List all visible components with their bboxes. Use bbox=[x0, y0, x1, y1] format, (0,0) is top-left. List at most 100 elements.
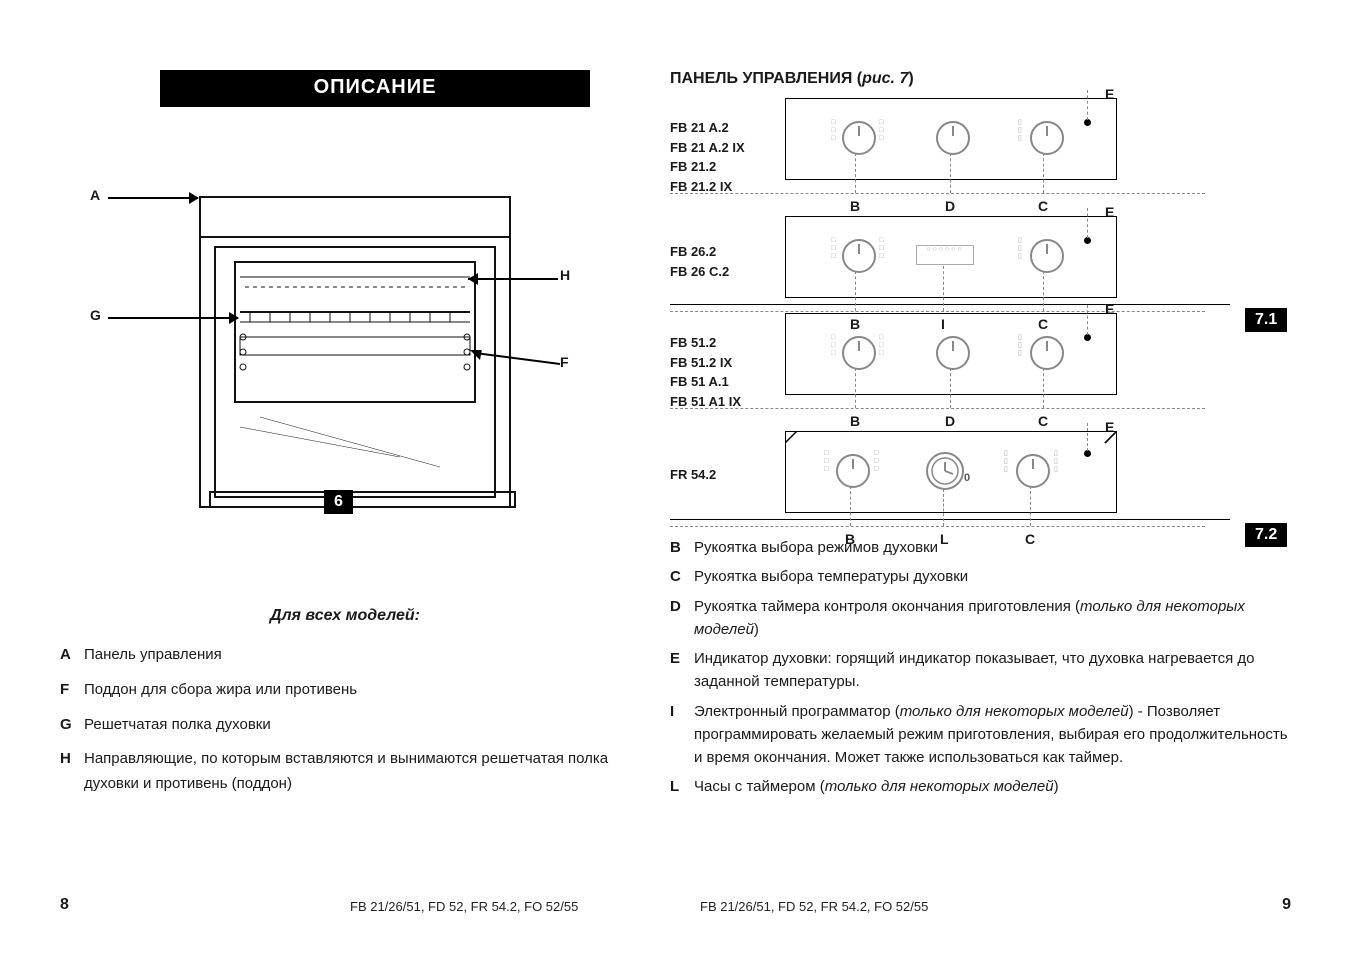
arrow-h bbox=[468, 272, 563, 286]
knob-c-icon bbox=[1030, 121, 1064, 155]
axis-c: C bbox=[1038, 413, 1048, 429]
axis-b: B bbox=[850, 198, 860, 214]
list-label: C bbox=[670, 565, 694, 588]
list-item: LЧасы с таймером (только для некоторых м… bbox=[670, 775, 1291, 798]
list-text: Направляющие, по которым вставляются и в… bbox=[84, 747, 630, 797]
page-number-left: 8 bbox=[60, 896, 69, 914]
programmer-icon: ○○○○○○ bbox=[916, 245, 974, 265]
panel-header-ref: рис. 7 bbox=[862, 70, 908, 87]
model-name: FB 21.2 bbox=[670, 157, 785, 177]
axis-c: C bbox=[1038, 198, 1048, 214]
list-text: Часы с таймером (только для некоторых мо… bbox=[694, 775, 1059, 798]
model-name: FB 26 C.2 bbox=[670, 262, 785, 282]
figure-7-2-label: 7.2 bbox=[1245, 523, 1287, 547]
axis-b: B bbox=[845, 531, 855, 547]
list-label: E bbox=[670, 647, 694, 694]
divider bbox=[670, 519, 1230, 520]
model-names: FR 54.2 bbox=[670, 431, 785, 485]
panel-header-text: ПАНЕЛЬ УПРАВЛЕНИЯ ( bbox=[670, 70, 862, 87]
header-bar: ОПИСАНИЕ bbox=[160, 70, 590, 107]
knob-d-icon bbox=[936, 121, 970, 155]
footer-text-left: FB 21/26/51, FD 52, FR 54.2, FO 52/55 bbox=[350, 899, 578, 914]
knob-c-icon bbox=[1030, 239, 1064, 273]
model-name: FR 54.2 bbox=[670, 465, 785, 485]
panel-wrap: E □□□ □□□ ▯▯▯ B D C bbox=[785, 98, 1205, 180]
dash-line bbox=[670, 193, 1205, 194]
arrow-a bbox=[108, 197, 198, 199]
knob-b-icon bbox=[842, 121, 876, 155]
indicator-e-icon bbox=[1084, 334, 1091, 341]
list-item: DРукоятка таймера контроля окончания при… bbox=[670, 595, 1291, 642]
list-label: L bbox=[670, 775, 694, 798]
axis-d: D bbox=[945, 198, 955, 214]
list-item: CРукоятка выбора температуры духовки bbox=[670, 565, 1291, 588]
list-text: Электронный программатор (только для нек… bbox=[694, 700, 1291, 770]
list-label: H bbox=[60, 747, 84, 797]
divider bbox=[670, 304, 1230, 305]
knob-b-icon bbox=[836, 454, 870, 488]
model-name: FB 51.2 bbox=[670, 333, 785, 353]
oven-label-g: G bbox=[90, 307, 101, 323]
list-label: D bbox=[670, 595, 694, 642]
list-text: Решетчатая полка духовки bbox=[84, 713, 271, 738]
model-name: FB 51.2 IX bbox=[670, 353, 785, 373]
right-column: ПАНЕЛЬ УПРАВЛЕНИЯ (рис. 7) FB 21 A.2 FB … bbox=[630, 70, 1291, 914]
panel-wrap: E □□□ □□□ ▯▯▯ B D C bbox=[785, 313, 1205, 395]
arrow-f bbox=[470, 350, 565, 374]
model-name: FB 21 A.2 bbox=[670, 118, 785, 138]
left-column: ОПИСАНИЕ bbox=[60, 70, 630, 914]
list-label: A bbox=[60, 643, 84, 668]
list-text: Поддон для сбора жира или противень bbox=[84, 678, 357, 703]
knob-b-icon bbox=[842, 239, 876, 273]
model-name: FB 51 A.1 bbox=[670, 372, 785, 392]
model-names: FB 26.2 FB 26 C.2 bbox=[670, 216, 785, 281]
list-text: Индикатор духовки: горящий индикатор пок… bbox=[694, 647, 1291, 694]
knob-d-icon bbox=[936, 336, 970, 370]
control-panel-box: □□□ □□□ 0 ▯▯▯ ▯▯▯ bbox=[785, 431, 1117, 513]
list-text: Рукоятка таймера контроля окончания приг… bbox=[694, 595, 1291, 642]
control-panel-box: □□□ □□□ ▯▯▯ bbox=[785, 313, 1117, 395]
page-number-right: 9 bbox=[1282, 896, 1291, 914]
axis-l: L bbox=[940, 531, 949, 547]
knob-c-icon bbox=[1016, 454, 1050, 488]
panel-block-4: FR 54.2 E □□□ □□□ 0 ▯▯▯ ▯▯▯ bbox=[670, 431, 1291, 513]
figure-7-1-label: 7.1 bbox=[1245, 308, 1287, 332]
control-panel-box: □□□ □□□ ▯▯▯ bbox=[785, 98, 1117, 180]
list-item: EИндикатор духовки: горящий индикатор по… bbox=[670, 647, 1291, 694]
list-item: IЭлектронный программатор (только для не… bbox=[670, 700, 1291, 770]
list-item: AПанель управления bbox=[60, 643, 630, 668]
list-item: HНаправляющие, по которым вставляются и … bbox=[60, 747, 630, 797]
knob-b-icon bbox=[842, 336, 876, 370]
left-desc-list: AПанель управления FПоддон для сбора жир… bbox=[60, 643, 630, 797]
oven-label-a: A bbox=[90, 187, 100, 203]
footer-text-right: FB 21/26/51, FD 52, FR 54.2, FO 52/55 bbox=[700, 899, 928, 914]
page: ОПИСАНИЕ bbox=[0, 0, 1351, 954]
left-subtitle: Для всех моделей: bbox=[60, 607, 630, 625]
list-label: G bbox=[60, 713, 84, 738]
list-label: B bbox=[670, 536, 694, 559]
list-label: I bbox=[670, 700, 694, 770]
panel-header: ПАНЕЛЬ УПРАВЛЕНИЯ (рис. 7) bbox=[670, 70, 1291, 88]
indicator-e-icon bbox=[1084, 237, 1091, 244]
panel-block-2: FB 26.2 FB 26 C.2 E □□□ □□□ ○○○○○○ ▯▯▯ bbox=[670, 216, 1291, 298]
panel-wrap: E □□□ □□□ 0 ▯▯▯ ▯▯▯ bbox=[785, 431, 1205, 513]
indicator-e-icon bbox=[1084, 450, 1091, 457]
model-name: FB 26.2 bbox=[670, 242, 785, 262]
right-desc-list: BРукоятка выбора режимов духовки CРукоят… bbox=[670, 536, 1291, 799]
control-panel-box: □□□ □□□ ○○○○○○ ▯▯▯ bbox=[785, 216, 1117, 298]
panel-block-3: FB 51.2 FB 51.2 IX FB 51 A.1 FB 51 A1 IX… bbox=[670, 313, 1291, 411]
arrow-g bbox=[108, 317, 238, 319]
list-label: F bbox=[60, 678, 84, 703]
list-text: Рукоятка выбора температуры духовки bbox=[694, 565, 968, 588]
model-name: FB 21 A.2 IX bbox=[670, 138, 785, 158]
indicator-e-icon bbox=[1084, 119, 1091, 126]
list-item: GРешетчатая полка духовки bbox=[60, 713, 630, 738]
list-text: Рукоятка выбора режимов духовки bbox=[694, 536, 938, 559]
model-names: FB 51.2 FB 51.2 IX FB 51 A.1 FB 51 A1 IX bbox=[670, 313, 785, 411]
knob-c-icon bbox=[1030, 336, 1064, 370]
axis-b: B bbox=[850, 413, 860, 429]
list-item: FПоддон для сбора жира или противень bbox=[60, 678, 630, 703]
figure-6-label: 6 bbox=[324, 490, 353, 514]
model-names: FB 21 A.2 FB 21 A.2 IX FB 21.2 FB 21.2 I… bbox=[670, 98, 785, 196]
axis-c: C bbox=[1025, 531, 1035, 547]
